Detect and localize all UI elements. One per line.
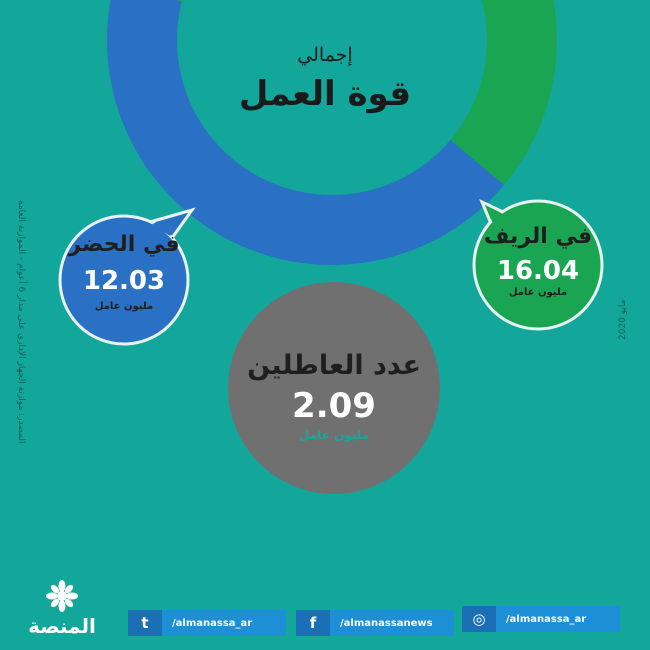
rural-unit: مليون عامل: [508, 287, 568, 298]
instagram-icon: ◎: [462, 606, 496, 632]
flower-logo-icon: [46, 580, 78, 612]
rural-label: في الريف: [483, 224, 593, 249]
source-note: المصدر: موازنة الجهاز الإداري على مدار 6…: [14, 200, 26, 460]
urban-unit: مليون عامل: [94, 301, 154, 312]
urban-bubble: [58, 214, 190, 346]
logo-wordmark: المنصة: [28, 614, 96, 638]
urban-value: 12.03: [82, 266, 166, 296]
urban-label: في الحضر: [68, 232, 180, 257]
chart-subtitle: إجمالي: [297, 44, 353, 66]
rural-bubble: [472, 199, 604, 331]
facebook-icon: f: [296, 610, 330, 636]
facebook-handle[interactable]: /almanassanews: [330, 610, 454, 636]
unemployed-bubble: [228, 282, 440, 494]
chart-title: قوة العمل: [238, 74, 412, 114]
unemployed-unit: مليون عامل: [298, 428, 369, 442]
twitter-handle[interactable]: /almanassa_ar: [162, 610, 286, 636]
instagram-handle[interactable]: /almanassa_ar: [496, 606, 620, 632]
date-note-text: مايو 2020: [618, 299, 628, 340]
social-twitter[interactable]: t /almanassa_ar: [128, 610, 286, 636]
social-facebook[interactable]: f /almanassanews: [296, 610, 454, 636]
social-instagram[interactable]: ◎ /almanassa_ar: [462, 606, 620, 632]
source-note-text: المصدر: موازنة الجهاز الإداري على مدار 6…: [16, 200, 26, 444]
unemployed-value: 2.09: [292, 386, 376, 426]
twitter-icon: t: [128, 610, 162, 636]
unemployed-label: عدد العاطلين: [247, 350, 421, 381]
rural-value: 16.04: [496, 256, 580, 286]
donut-inner-hole: [177, 0, 487, 195]
date-note: مايو 2020: [618, 290, 630, 350]
